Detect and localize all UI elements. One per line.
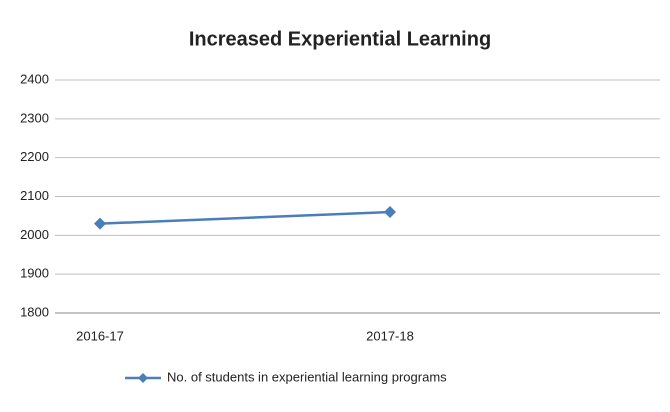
legend-label: No. of students in experiential learning… xyxy=(167,369,447,384)
y-tick-label: 2300 xyxy=(20,110,49,125)
y-tick-label: 1800 xyxy=(20,304,49,319)
data-point xyxy=(384,206,396,219)
legend-marker xyxy=(138,373,148,383)
series-line xyxy=(99,210,391,225)
y-tick-label: 2000 xyxy=(20,227,49,242)
y-tick-label: 2100 xyxy=(20,188,49,203)
x-tick-label: 2016-17 xyxy=(76,328,124,343)
y-tick-label: 2200 xyxy=(20,149,49,164)
x-tick-label: 2017-18 xyxy=(366,328,414,343)
y-tick-label: 1900 xyxy=(20,266,49,281)
data-point xyxy=(94,217,106,230)
chart-title: Increased Experiential Learning xyxy=(189,28,491,50)
y-tick-label: 2400 xyxy=(20,71,49,86)
